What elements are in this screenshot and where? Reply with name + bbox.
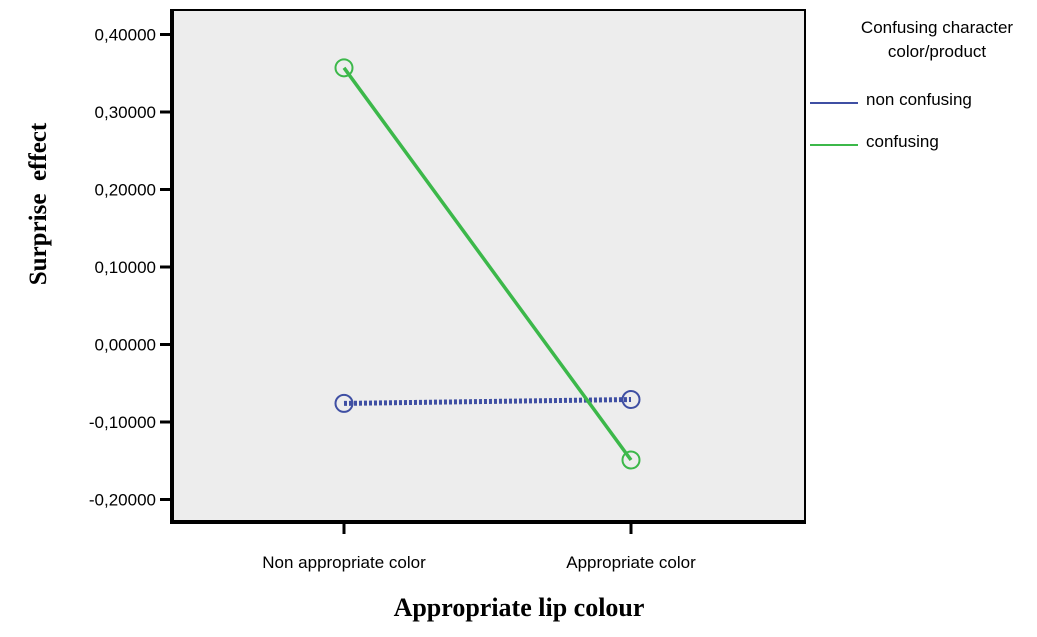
y-tick-label: 0,00000 (95, 336, 156, 355)
y-tick-label: 0,10000 (95, 258, 156, 277)
series-line-non-confusing (343, 397, 632, 406)
legend-title-line-1: Confusing character (861, 18, 1013, 37)
series-group (334, 58, 641, 470)
y-axis-title: Surprise effect (25, 122, 52, 285)
legend-label-non-confusing: non confusing (866, 90, 972, 109)
y-tick-label: -0,20000 (89, 491, 156, 510)
x-tick-label: Appropriate color (566, 553, 696, 572)
x-axis-title: Appropriate lip colour (394, 593, 645, 622)
data-point-confusing (334, 58, 354, 78)
x-tick-label: Non appropriate color (262, 553, 426, 572)
labels: Appropriate lip colour Surprise effect (25, 122, 644, 622)
y-tick-label: 0,20000 (95, 181, 156, 200)
axes: 0,40000 0,30000 0,20000 0,10000 0,00000 -0,10… (89, 9, 806, 572)
data-point-confusing (621, 450, 641, 470)
legend-label-confusing: confusing (866, 132, 939, 151)
y-tick-label: 0,30000 (95, 103, 156, 122)
y-tick-label: -0,10000 (89, 413, 156, 432)
legend-title-line-2: color/product (888, 42, 987, 61)
data-point-non-confusing (621, 390, 641, 410)
data-point-non-confusing (334, 393, 354, 413)
legend: Confusing character color/product non co… (810, 18, 1013, 151)
series-line-confusing (342, 66, 633, 462)
y-tick-label: 0,40000 (95, 26, 156, 45)
